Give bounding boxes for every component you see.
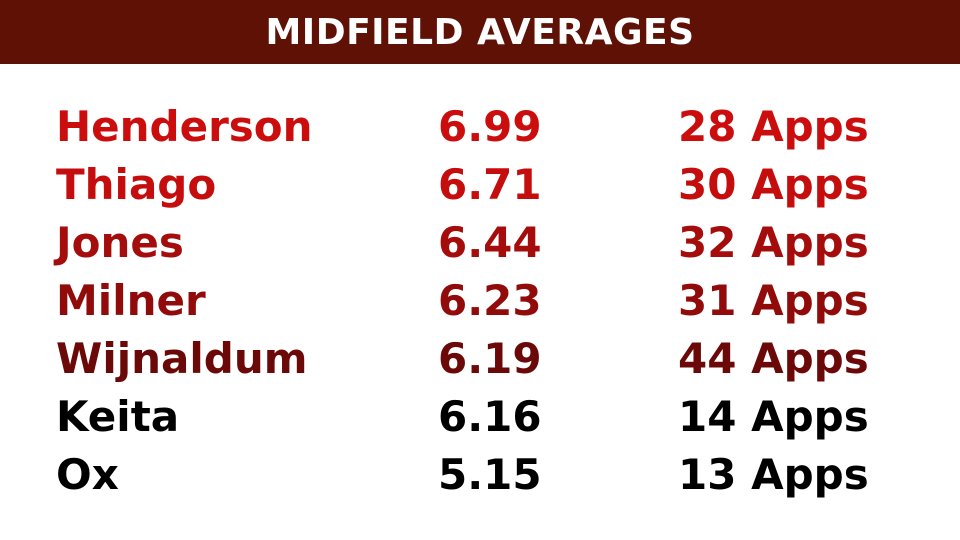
- player-apps: 44 Apps: [678, 334, 869, 383]
- table-row: Henderson 6.99 28 Apps: [0, 98, 960, 156]
- player-name: Henderson: [56, 102, 313, 151]
- player-average: 6.23: [438, 276, 542, 325]
- table-row: Ox 5.15 13 Apps: [0, 446, 960, 504]
- player-name: Keita: [56, 392, 180, 441]
- player-name: Milner: [56, 276, 206, 325]
- player-average: 6.71: [438, 160, 542, 209]
- table-row: Wijnaldum 6.19 44 Apps: [0, 330, 960, 388]
- player-name: Ox: [56, 450, 119, 499]
- table-row: Milner 6.23 31 Apps: [0, 272, 960, 330]
- table-row: Jones 6.44 32 Apps: [0, 214, 960, 272]
- player-name: Wijnaldum: [56, 334, 308, 383]
- averages-table: Henderson 6.99 28 Apps Thiago 6.71 30 Ap…: [0, 98, 960, 504]
- player-name: Jones: [56, 218, 184, 267]
- player-average: 6.16: [438, 392, 542, 441]
- page-title: MIDFIELD AVERAGES: [265, 11, 695, 53]
- header-banner: MIDFIELD AVERAGES: [0, 0, 960, 64]
- player-average: 6.99: [438, 102, 542, 151]
- table-row: Keita 6.16 14 Apps: [0, 388, 960, 446]
- table-row: Thiago 6.71 30 Apps: [0, 156, 960, 214]
- player-name: Thiago: [56, 160, 217, 209]
- player-apps: 32 Apps: [678, 218, 869, 267]
- player-apps: 13 Apps: [678, 450, 869, 499]
- player-average: 6.19: [438, 334, 542, 383]
- player-average: 5.15: [438, 450, 542, 499]
- player-apps: 28 Apps: [678, 102, 869, 151]
- player-apps: 14 Apps: [678, 392, 869, 441]
- player-apps: 31 Apps: [678, 276, 869, 325]
- player-apps: 30 Apps: [678, 160, 869, 209]
- player-average: 6.44: [438, 218, 542, 267]
